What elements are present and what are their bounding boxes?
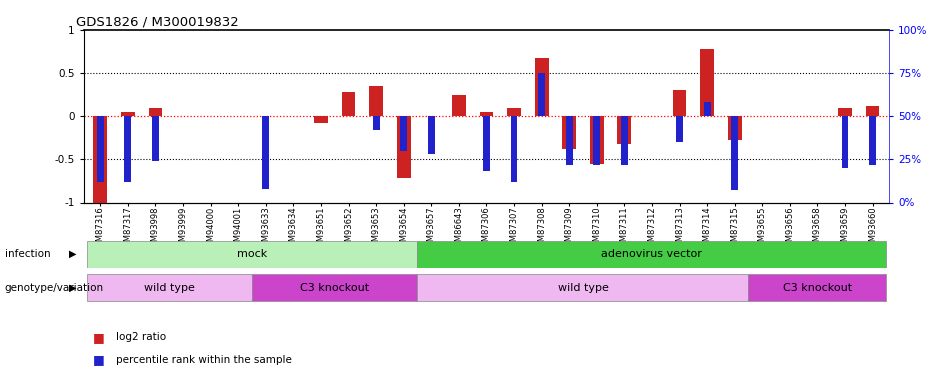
Bar — [314, 116, 328, 123]
Bar — [87, 241, 417, 268]
Bar — [704, 102, 710, 116]
Bar — [672, 90, 686, 116]
Bar — [676, 116, 683, 142]
Bar — [538, 73, 545, 116]
Bar — [870, 116, 876, 165]
Text: genotype/variation: genotype/variation — [5, 283, 103, 293]
Bar — [428, 116, 435, 154]
Text: log2 ratio: log2 ratio — [116, 333, 167, 342]
Bar — [370, 86, 383, 116]
Text: ▶: ▶ — [69, 283, 76, 293]
Text: wild type: wild type — [144, 283, 195, 293]
Text: GDS1826 / M300019832: GDS1826 / M300019832 — [75, 16, 238, 29]
Bar — [263, 116, 269, 189]
Bar — [590, 116, 603, 164]
Bar — [749, 274, 886, 302]
Text: C3 knockout: C3 knockout — [300, 283, 370, 293]
Bar — [534, 58, 548, 116]
Bar — [507, 108, 521, 116]
Bar — [483, 116, 490, 171]
Bar — [562, 116, 576, 149]
Bar — [342, 92, 356, 116]
Text: percentile rank within the sample: percentile rank within the sample — [116, 355, 292, 365]
Text: ▶: ▶ — [69, 249, 76, 259]
Text: wild type: wild type — [558, 283, 609, 293]
Bar — [731, 116, 738, 190]
Bar — [372, 116, 380, 130]
Bar — [149, 108, 162, 116]
Text: adenovirus vector: adenovirus vector — [601, 249, 702, 259]
Bar — [397, 116, 411, 178]
Bar — [838, 108, 852, 116]
Bar — [617, 116, 631, 144]
Bar — [400, 116, 407, 151]
Bar — [93, 116, 107, 202]
Bar — [125, 116, 131, 182]
Bar — [97, 116, 103, 182]
Bar — [417, 241, 886, 268]
Bar — [728, 116, 742, 140]
Text: ■: ■ — [93, 331, 105, 344]
Bar — [417, 274, 749, 302]
Bar — [121, 112, 135, 116]
Text: C3 knockout: C3 knockout — [783, 283, 852, 293]
Bar — [842, 116, 848, 168]
Bar — [479, 112, 493, 116]
Bar — [452, 95, 466, 116]
Bar — [87, 274, 252, 302]
Bar — [252, 274, 417, 302]
Bar — [510, 116, 518, 182]
Text: ■: ■ — [93, 354, 105, 366]
Bar — [152, 116, 159, 161]
Bar — [566, 116, 573, 165]
Bar — [700, 49, 714, 116]
Bar — [866, 106, 880, 116]
Text: mock: mock — [236, 249, 267, 259]
Bar — [621, 116, 627, 165]
Bar — [593, 116, 600, 165]
Text: infection: infection — [5, 249, 50, 259]
